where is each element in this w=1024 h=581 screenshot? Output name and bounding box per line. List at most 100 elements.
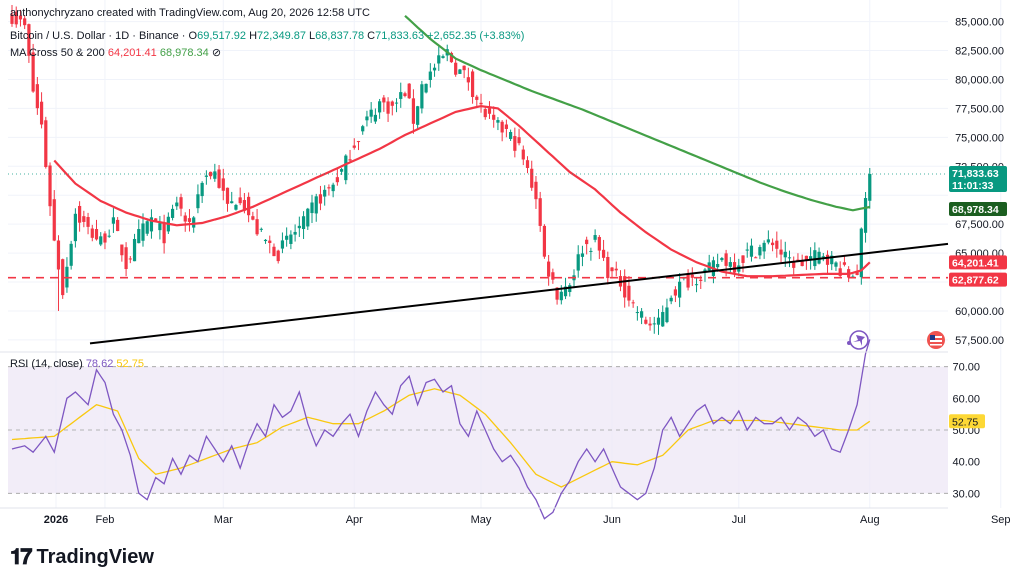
candle-body (593, 235, 597, 240)
candle-body (179, 197, 183, 209)
candle-body (225, 187, 230, 204)
candle-body (378, 101, 382, 113)
candle-body (766, 239, 770, 243)
rsi-tick-label: 70.00 (952, 362, 980, 374)
candle-body (492, 114, 496, 120)
candle-body (82, 216, 86, 222)
rsi-ma-value: 52.75 (116, 358, 144, 370)
candle-body (665, 307, 669, 323)
symbol-title[interactable]: Bitcoin / U.S. Dollar · 1D · Binance (10, 30, 179, 42)
candle-body (234, 204, 238, 210)
ohlc-o: 69,517.92 (197, 30, 247, 42)
candle-body (132, 238, 137, 262)
candle-body (27, 24, 31, 56)
candle-body (724, 253, 728, 266)
candle-body (158, 223, 162, 231)
candle-body (732, 262, 737, 273)
candle-body (289, 234, 293, 244)
candle-body (754, 257, 758, 259)
candle-body (230, 201, 234, 204)
candle-body (496, 120, 500, 123)
candle-body (170, 208, 175, 218)
candle-body (73, 213, 77, 242)
flag-icon[interactable] (927, 331, 945, 349)
svg-text:68,978.34: 68,978.34 (952, 204, 999, 216)
price-tick-label: 75,000.00 (955, 132, 1004, 144)
candle-body (407, 83, 411, 99)
candle-body (356, 141, 361, 143)
candles (10, 5, 872, 335)
price-tick-label: 82,500.00 (955, 46, 1004, 58)
candle-body (276, 250, 280, 262)
candle-body (703, 269, 707, 273)
time-tick-label: Jul (732, 514, 746, 526)
svg-text:64,201.41: 64,201.41 (952, 257, 999, 269)
candle-body (162, 223, 166, 244)
candle-body (859, 228, 863, 278)
candle-body (424, 83, 428, 93)
candle-body (538, 198, 542, 226)
candle-body (137, 229, 141, 244)
candle-body (386, 101, 390, 114)
candle-body (673, 289, 678, 296)
rsi-label[interactable]: RSI (14, close) (10, 358, 83, 370)
candle-body (293, 231, 297, 235)
price-tick-label: 60,000.00 (955, 306, 1004, 318)
ma200-line (404, 14, 871, 212)
candle-body (221, 178, 225, 191)
candle-body (597, 237, 601, 251)
trend-line[interactable] (89, 242, 949, 345)
candle-body (416, 106, 420, 125)
time-tick-label: 2026 (44, 514, 68, 526)
symbol-legend[interactable]: Bitcoin / U.S. Dollar · 1D · Binance · O… (10, 30, 524, 42)
candle-body (242, 200, 247, 211)
candle-body (500, 121, 504, 133)
candle-body (521, 149, 525, 160)
tradingview-logo[interactable]: 𝟏𝟕 TradingView (10, 544, 154, 570)
candle-body (44, 120, 48, 168)
candle-body (18, 15, 23, 20)
tv-logo-icon: 𝟏𝟕 (10, 544, 33, 569)
candle-body (394, 102, 399, 104)
candle-body (268, 240, 272, 243)
candle-body (154, 218, 158, 221)
candle-body (458, 69, 462, 74)
candle-body (462, 65, 466, 71)
candle-body (694, 284, 699, 286)
candle-body (855, 271, 859, 275)
candle-body (314, 196, 318, 214)
time-tick-label: Sep (991, 514, 1011, 526)
candle-body (614, 268, 618, 271)
candle-body (559, 291, 563, 301)
rsi-legend[interactable]: RSI (14, close) 78.62 52.75 (10, 358, 144, 370)
candle-body (479, 102, 483, 105)
candle-body (31, 52, 35, 92)
candle-body (116, 219, 120, 232)
candle-body (534, 181, 538, 200)
sparkle-icon[interactable] (847, 330, 869, 350)
candle-body (35, 84, 39, 109)
ma-settings-icon[interactable]: ⊘ (211, 47, 222, 59)
candle-body (78, 205, 82, 223)
candle-body (99, 236, 103, 245)
candle-body (187, 218, 192, 222)
time-axis: 2026 Feb Mar Apr May Jun Jul Aug Sep (44, 514, 1011, 526)
ma-label[interactable]: MA Cross 50 & 200 (10, 47, 105, 59)
candle-body (217, 169, 221, 188)
candle-body (348, 159, 352, 161)
candle-body (149, 217, 154, 232)
candle-body (813, 250, 817, 267)
candle-body (830, 255, 834, 265)
candle-body (301, 216, 306, 230)
candle-body (10, 14, 14, 24)
candle-body (783, 251, 787, 258)
candle-body (804, 255, 808, 260)
candle-body (297, 225, 301, 229)
candle-body (111, 217, 116, 224)
candle-body (251, 216, 255, 220)
candle-body (800, 260, 804, 267)
ma-legend[interactable]: MA Cross 50 & 200 64,201.41 68,978.34 ⊘ (10, 46, 221, 59)
candle-body (589, 250, 593, 252)
time-tick-label: Feb (95, 514, 114, 526)
